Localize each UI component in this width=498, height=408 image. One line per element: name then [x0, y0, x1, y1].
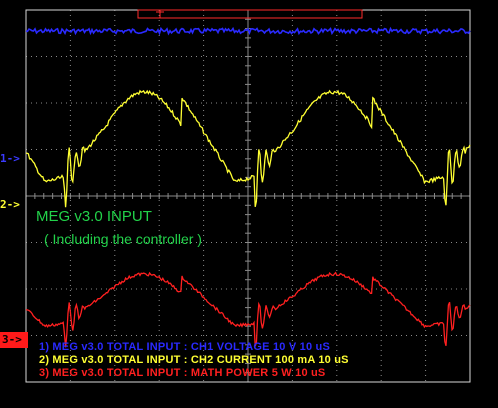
waveform-traces [25, 26, 471, 348]
graticule-grid [25, 9, 471, 383]
ch3-legend: 3) MEG v3.0 TOTAL INPUT : MATH POWER 5 W… [39, 367, 326, 379]
ch3-power-trace [25, 271, 471, 348]
ch1-voltage-trace [25, 26, 471, 36]
trigger-position-bar[interactable] [137, 9, 363, 19]
ch1-legend: 1) MEG v3.0 TOTAL INPUT : CH1 VOLTAGE 10… [39, 341, 330, 353]
ch2-current-trace [25, 89, 471, 208]
ch3-ground-marker[interactable]: 3-> [0, 332, 28, 348]
overlay-subtitle: ( Including the controller ) [44, 231, 202, 247]
overlay-title: MEG v3.0 INPUT [36, 208, 152, 225]
ch2-ground-marker[interactable]: 2-> [0, 198, 20, 211]
ch2-legend: 2) MEG v3.0 TOTAL INPUT : CH2 CURRENT 10… [39, 354, 349, 366]
ch1-ground-marker[interactable]: 1-> [0, 152, 20, 165]
